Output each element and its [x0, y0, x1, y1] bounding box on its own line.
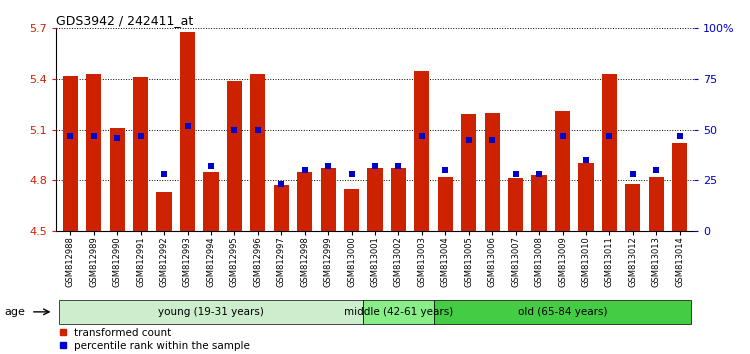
Bar [578, 163, 593, 231]
Point [158, 171, 170, 177]
Point [416, 133, 428, 138]
Point [603, 133, 615, 138]
Text: old (65-84 years): old (65-84 years) [518, 307, 608, 317]
Bar [58, 300, 363, 324]
Point [64, 133, 76, 138]
Bar [555, 111, 570, 231]
Bar [414, 70, 430, 231]
Point [627, 171, 639, 177]
Bar [110, 128, 125, 231]
Bar [133, 77, 148, 231]
Point [556, 133, 568, 138]
Point [392, 163, 404, 169]
Bar [484, 113, 500, 231]
Bar [433, 300, 692, 324]
Point [580, 157, 592, 163]
Bar [251, 74, 266, 231]
Bar [461, 114, 476, 231]
Bar [297, 172, 312, 231]
Point [486, 137, 498, 143]
Point [440, 167, 452, 173]
Point [252, 127, 264, 132]
Point [674, 133, 686, 138]
Point [228, 127, 240, 132]
Point [650, 167, 662, 173]
Text: GDS3942 / 242411_at: GDS3942 / 242411_at [56, 14, 194, 27]
Text: young (19-31 years): young (19-31 years) [158, 307, 264, 317]
Point [346, 171, 358, 177]
Bar [368, 169, 382, 231]
Bar [532, 175, 547, 231]
Bar [438, 177, 453, 231]
Point [510, 171, 522, 177]
Bar [363, 300, 434, 324]
Point [298, 167, 310, 173]
Point [111, 135, 123, 141]
Point [463, 137, 475, 143]
Point [182, 123, 194, 129]
Point [322, 163, 334, 169]
Point [369, 163, 381, 169]
Bar [63, 75, 78, 231]
Bar [508, 178, 524, 231]
Bar [602, 74, 617, 231]
Bar [180, 32, 195, 231]
Bar [274, 185, 289, 231]
Bar [203, 172, 218, 231]
Text: middle (42-61 years): middle (42-61 years) [344, 307, 453, 317]
Point [135, 133, 147, 138]
Bar [626, 184, 640, 231]
Bar [344, 189, 359, 231]
Bar [391, 169, 406, 231]
Bar [649, 177, 664, 231]
Bar [86, 74, 101, 231]
Bar [157, 192, 172, 231]
Bar [320, 169, 336, 231]
Point [88, 133, 100, 138]
Point [533, 171, 545, 177]
Text: age: age [4, 307, 26, 317]
Legend: transformed count, percentile rank within the sample: transformed count, percentile rank withi… [56, 324, 254, 354]
Bar [226, 81, 242, 231]
Point [275, 181, 287, 187]
Bar [672, 143, 687, 231]
Point [205, 163, 217, 169]
